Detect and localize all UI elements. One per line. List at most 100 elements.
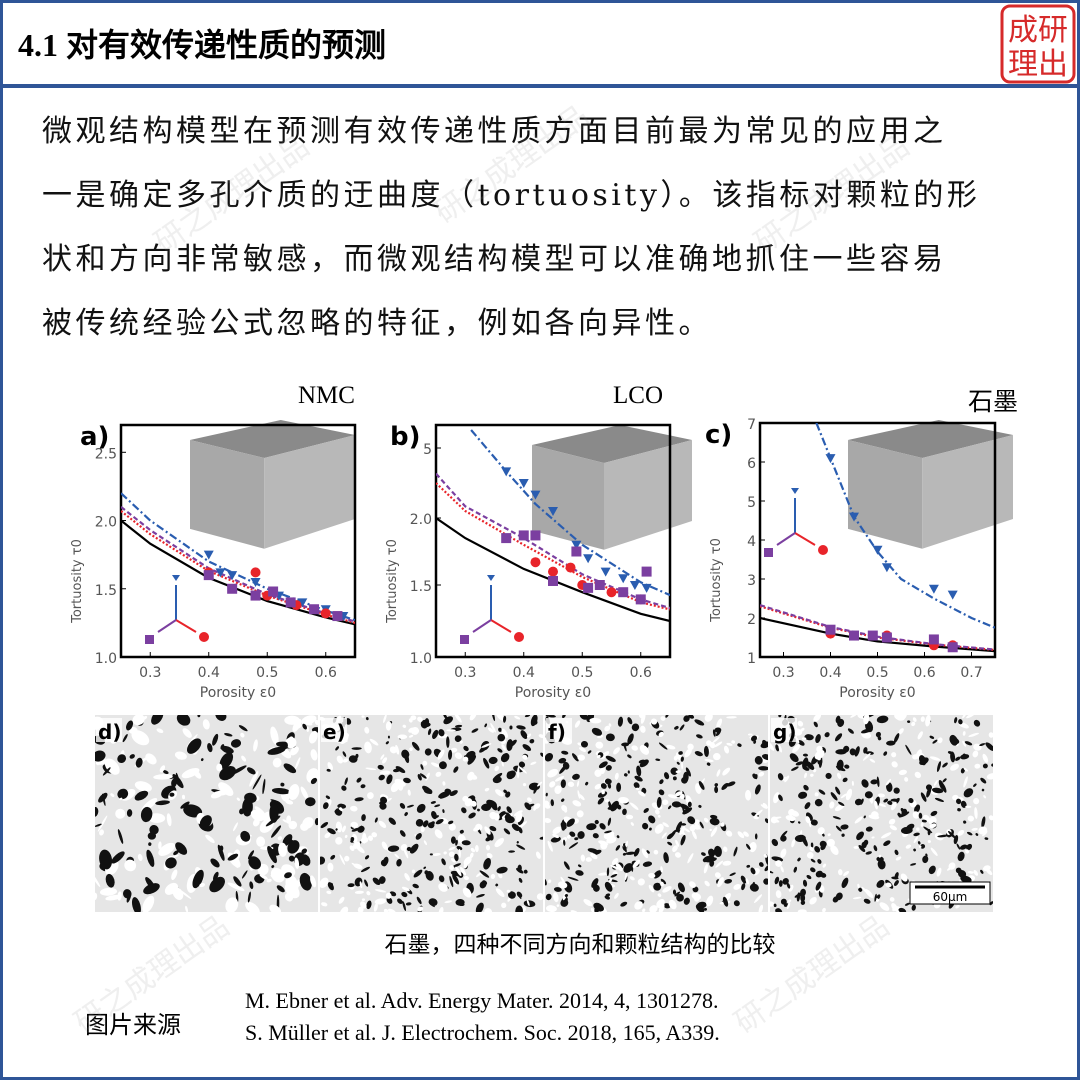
pore-blob xyxy=(169,792,175,797)
pore-blob xyxy=(817,859,822,864)
pore-blob xyxy=(624,872,628,881)
pore-blob xyxy=(590,907,596,912)
pore-blob xyxy=(813,715,822,722)
pore-blob xyxy=(934,797,945,802)
pore-blob xyxy=(119,797,123,801)
pore-blob xyxy=(449,875,454,888)
pore-blob xyxy=(894,715,905,721)
pore-blob xyxy=(267,746,286,755)
pore-blob xyxy=(364,741,372,754)
pore-blob xyxy=(614,772,619,780)
pore-blob xyxy=(662,886,672,893)
pore-blob xyxy=(893,880,899,887)
pore-blob xyxy=(453,766,459,773)
data-point-circle xyxy=(530,557,541,568)
pore-blob xyxy=(102,767,111,776)
pore-blob xyxy=(607,779,612,785)
pore-blob xyxy=(649,905,658,912)
pore-blob xyxy=(561,798,565,802)
pore-blob xyxy=(898,769,907,775)
pore-blob xyxy=(863,715,870,725)
pore-blob xyxy=(668,805,672,810)
x-axis-label: Porosity ε0 xyxy=(839,685,915,701)
pore-blob xyxy=(566,834,571,839)
pore-blob xyxy=(495,888,505,898)
pore-blob xyxy=(623,843,627,853)
pore-blob xyxy=(522,754,528,760)
pore-blob xyxy=(663,852,669,864)
pore-blob xyxy=(379,802,387,810)
pore-blob xyxy=(891,761,898,768)
pore-blob xyxy=(365,717,369,721)
pore-blob xyxy=(241,755,247,762)
pore-blob xyxy=(326,890,332,895)
pore-blob xyxy=(958,719,963,725)
pore-blob xyxy=(344,777,348,786)
pore-blob xyxy=(648,815,656,824)
pore-blob xyxy=(545,878,547,886)
pore-blob xyxy=(666,744,676,750)
pore-blob xyxy=(694,751,703,757)
data-point-square xyxy=(548,575,558,586)
pore-blob xyxy=(714,786,719,794)
y-tick-label: 6 xyxy=(747,456,756,472)
pore-blob xyxy=(417,906,424,912)
pore-blob xyxy=(558,881,568,889)
pore-blob xyxy=(484,826,491,835)
pore-blob xyxy=(637,878,645,886)
cube-top-face xyxy=(848,420,1013,458)
pore-blob xyxy=(703,863,709,874)
data-point-square xyxy=(227,583,238,594)
pore-blob xyxy=(552,826,562,835)
pore-blob xyxy=(929,756,941,761)
pore-blob xyxy=(429,902,435,908)
pore-blob xyxy=(687,816,696,825)
pore-blob xyxy=(948,830,956,839)
header: 4.1 对有效传递性质的预测 成研 理出 xyxy=(0,0,1080,88)
data-point-triangle xyxy=(618,574,629,584)
pore-blob xyxy=(310,875,317,888)
pore-blob xyxy=(420,719,429,729)
pore-blob xyxy=(722,860,732,866)
pore-blob xyxy=(385,741,389,745)
pore-blob xyxy=(267,846,277,864)
pore-blob xyxy=(435,771,442,777)
pore-blob xyxy=(731,740,736,744)
pore-blob xyxy=(801,737,807,740)
pore-blob xyxy=(162,770,169,775)
pore-blob xyxy=(137,717,143,725)
pore-blob xyxy=(448,820,454,825)
pore-blob xyxy=(215,715,227,721)
marker-square xyxy=(460,635,469,644)
pore-blob xyxy=(360,837,369,844)
chart-panel-c: c) 1 2 3 4 5 6 7 0.3 0.4 0.5 0.6 0.7 Porosity ε0 Tortu… xyxy=(705,417,1013,701)
pore-blob xyxy=(148,813,166,823)
pore-blob xyxy=(967,871,974,874)
pore-blob xyxy=(183,804,203,818)
pore-blob xyxy=(873,845,878,852)
pore-blob xyxy=(863,839,869,846)
pore-blob xyxy=(583,899,593,907)
material-label-nmc: NMC xyxy=(298,382,355,409)
pore-blob xyxy=(745,878,749,885)
pore-blob xyxy=(698,781,705,790)
source-label: 图片来源 xyxy=(85,1011,181,1039)
pore-blob xyxy=(754,833,758,840)
pore-blob xyxy=(905,744,912,755)
pore-blob xyxy=(689,824,696,832)
micrograph-panel: g) xyxy=(770,715,993,912)
pore-blob xyxy=(858,887,863,892)
pore-blob xyxy=(578,793,585,801)
pore-blob xyxy=(320,856,326,865)
pore-blob xyxy=(922,855,929,864)
pore-blob xyxy=(900,873,908,882)
pore-blob xyxy=(441,858,446,866)
pore-blob xyxy=(648,872,656,879)
pore-blob xyxy=(395,744,400,755)
pore-blob xyxy=(775,860,783,867)
pore-blob xyxy=(780,898,787,905)
pore-blob xyxy=(594,820,599,825)
pore-blob xyxy=(772,819,780,823)
pore-blob xyxy=(749,841,757,853)
pore-blob xyxy=(716,718,723,729)
